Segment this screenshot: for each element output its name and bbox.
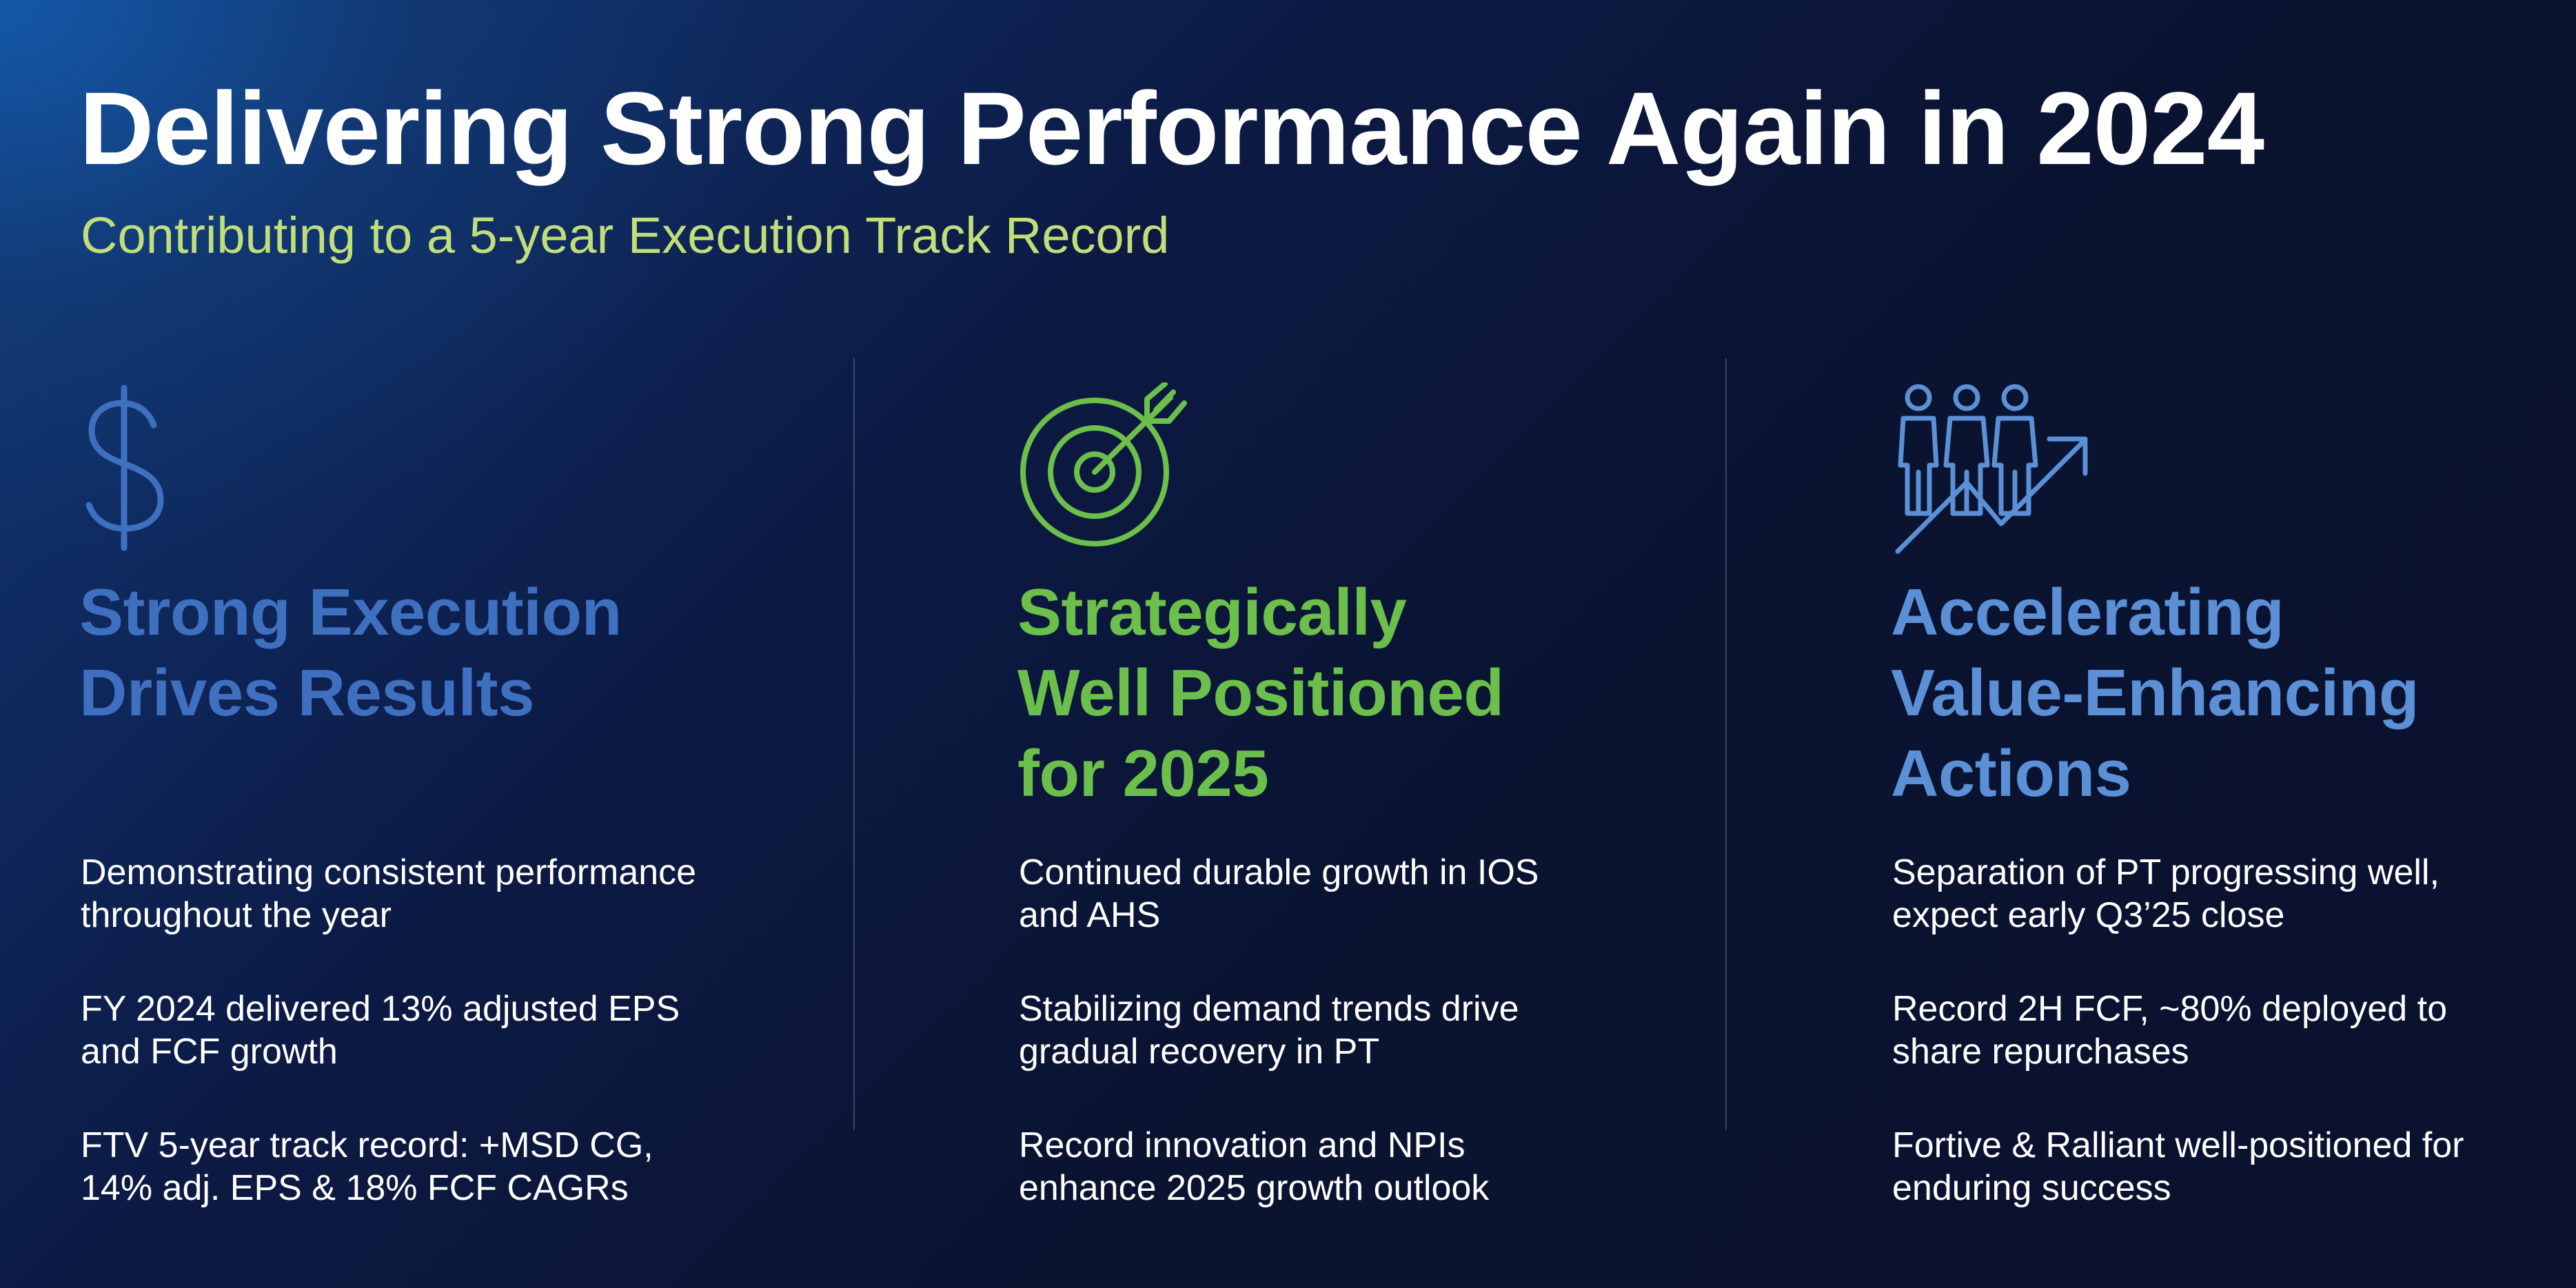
- list-item-line: Record innovation and NPIs: [1019, 1125, 1466, 1165]
- column-heading-line: for 2025: [1017, 737, 1269, 810]
- column-divider-2: [1725, 358, 1727, 1130]
- list-item-line: throughout the year: [81, 895, 392, 935]
- list-item: FTV 5-year track record: +MSD CG, 14% ad…: [81, 1124, 696, 1209]
- people-growth-arrow-icon-shape: [1895, 384, 2088, 554]
- list-item-line: and FCF growth: [81, 1032, 338, 1072]
- list-item: Continued durable growth in IOS and AHS: [1019, 851, 1539, 937]
- list-item-line: 14% adj. EPS & 18% FCF CAGRs: [81, 1168, 629, 1208]
- column-heading-line: Well Positioned: [1017, 656, 1504, 730]
- column-heading: Accelerating Value-Enhancing Actions: [1891, 572, 2419, 814]
- list-item-line: Demonstrating consistent performance: [81, 852, 697, 892]
- list-item-line: FY 2024 delivered 13% adjusted EPS: [81, 989, 680, 1029]
- list-item-line: share repurchases: [1892, 1032, 2189, 1072]
- page-title: Delivering Strong Performance Again in 2…: [79, 70, 2264, 186]
- list-item-line: enduring success: [1892, 1168, 2171, 1208]
- list-item-line: and AHS: [1019, 895, 1161, 935]
- list-item-line: expect early Q3’25 close: [1892, 895, 2285, 935]
- column-heading-line: Drives Results: [79, 656, 534, 730]
- column-heading: Strong Execution Drives Results: [79, 572, 622, 733]
- dollar-sign-icon: [79, 382, 176, 565]
- list-item: Separation of PT progressing well, expec…: [1892, 851, 2464, 937]
- target-arrow-icon-shape: [1020, 381, 1187, 546]
- people-growth-arrow-icon: [1891, 382, 2098, 565]
- page-subtitle: Contributing to a 5-year Execution Track…: [81, 207, 1170, 264]
- list-item: Fortive & Ralliant well-positioned for e…: [1892, 1124, 2464, 1209]
- list-item-line: Record 2H FCF, ~80% deployed to: [1892, 989, 2447, 1029]
- list-item: Demonstrating consistent performance thr…: [81, 851, 696, 937]
- bullet-list: Separation of PT progressing well, expec…: [1892, 851, 2464, 1260]
- list-item-line: Separation of PT progressing well,: [1892, 852, 2440, 892]
- list-item: Record innovation and NPIs enhance 2025 …: [1019, 1124, 1539, 1209]
- list-item-line: Fortive & Ralliant well-positioned for: [1892, 1125, 2464, 1165]
- list-item-line: FTV 5-year track record: +MSD CG,: [81, 1125, 653, 1165]
- column-heading-line: Actions: [1891, 737, 2131, 810]
- column-heading-line: Value-Enhancing: [1891, 656, 2419, 730]
- dollar-sign-icon-shape: [85, 385, 164, 551]
- column-heading: Strategically Well Positioned for 2025: [1017, 572, 1504, 814]
- list-item: FY 2024 delivered 13% adjusted EPS and F…: [81, 988, 696, 1073]
- list-item: Stabilizing demand trends drive gradual …: [1019, 988, 1539, 1073]
- column-heading-line: Strong Execution: [79, 575, 622, 649]
- column-divider-1: [853, 358, 855, 1130]
- column-heading-line: Strategically: [1017, 575, 1407, 649]
- bullet-list: Continued durable growth in IOS and AHS …: [1019, 851, 1539, 1260]
- bullet-list: Demonstrating consistent performance thr…: [81, 851, 696, 1260]
- list-item-line: Continued durable growth in IOS: [1019, 852, 1539, 892]
- list-item-line: Stabilizing demand trends drive: [1019, 989, 1519, 1029]
- list-item-line: enhance 2025 growth outlook: [1019, 1168, 1490, 1208]
- list-item: Record 2H FCF, ~80% deployed to share re…: [1892, 988, 2464, 1073]
- list-item-line: gradual recovery in PT: [1019, 1032, 1380, 1072]
- column-heading-line: Accelerating: [1891, 575, 2284, 649]
- target-arrow-icon: [1017, 381, 1197, 565]
